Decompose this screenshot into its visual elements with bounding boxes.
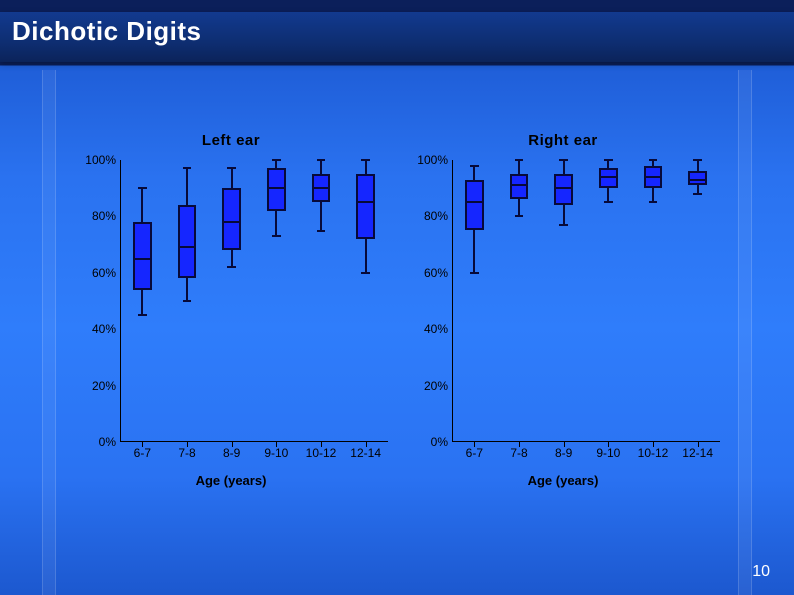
y-tick-label: 100% — [404, 153, 448, 167]
x-tick-label: 12-14 — [682, 446, 713, 460]
chart-panel-left: Left ear Age (years) 0%20%40%60%80%100%6… — [70, 150, 392, 490]
box — [599, 168, 618, 188]
whisker-cap-bottom — [138, 314, 147, 316]
y-tick-label: 80% — [404, 209, 448, 223]
x-axis-title-left: Age (years) — [70, 473, 392, 488]
whisker-cap-bottom — [649, 201, 658, 203]
plot-area-right — [452, 160, 720, 442]
median-line — [510, 184, 529, 186]
whisker-cap-bottom — [693, 193, 702, 195]
slide-number: 10 — [752, 563, 770, 581]
x-tick-label: 7-8 — [178, 446, 195, 460]
x-axis-spine — [452, 441, 720, 442]
y-tick-label: 20% — [72, 379, 116, 393]
x-tick-label: 8-9 — [555, 446, 572, 460]
whisker-cap-bottom — [183, 300, 192, 302]
median-line — [178, 246, 197, 248]
chart-title-left: Left ear — [70, 132, 392, 149]
whisker-cap-top — [559, 159, 568, 161]
x-tick-label: 8-9 — [223, 446, 240, 460]
median-line — [267, 187, 286, 189]
x-axis-title-right: Age (years) — [402, 473, 724, 488]
chart-title-right: Right ear — [402, 132, 724, 149]
x-tick-label: 6-7 — [466, 446, 483, 460]
box — [222, 188, 241, 250]
median-line — [133, 258, 152, 260]
median-line — [688, 179, 707, 181]
plot-area-left — [120, 160, 388, 442]
y-tick-label: 80% — [72, 209, 116, 223]
x-tick-label: 12-14 — [350, 446, 381, 460]
median-line — [312, 187, 331, 189]
box — [356, 174, 375, 239]
median-line — [222, 221, 241, 223]
whisker-cap-top — [470, 165, 479, 167]
charts-container: Left ear Age (years) 0%20%40%60%80%100%6… — [70, 150, 724, 490]
whisker-cap-bottom — [559, 224, 568, 226]
whisker-cap-bottom — [604, 201, 613, 203]
whisker-cap-bottom — [361, 272, 370, 274]
whisker-cap-top — [317, 159, 326, 161]
y-tick-label: 40% — [72, 322, 116, 336]
whisker-cap-bottom — [470, 272, 479, 274]
whisker-cap-bottom — [515, 215, 524, 217]
slide-title: Dichotic Digits — [12, 16, 202, 47]
whisker-cap-top — [515, 159, 524, 161]
whisker-cap-top — [361, 159, 370, 161]
x-tick-label: 7-8 — [510, 446, 527, 460]
y-tick-label: 20% — [404, 379, 448, 393]
box — [133, 222, 152, 290]
whisker-cap-bottom — [272, 235, 281, 237]
median-line — [465, 201, 484, 203]
y-axis-spine — [120, 160, 121, 442]
y-axis-spine — [452, 160, 453, 442]
box — [510, 174, 529, 199]
whisker-cap-top — [693, 159, 702, 161]
y-tick-label: 0% — [72, 435, 116, 449]
x-axis-spine — [120, 441, 388, 442]
median-line — [644, 176, 663, 178]
whisker-cap-bottom — [317, 230, 326, 232]
x-tick-label: 10-12 — [638, 446, 669, 460]
x-tick-label: 9-10 — [264, 446, 288, 460]
x-tick-label: 9-10 — [596, 446, 620, 460]
x-tick-label: 10-12 — [306, 446, 337, 460]
box — [267, 168, 286, 210]
y-tick-label: 100% — [72, 153, 116, 167]
whisker-cap-top — [649, 159, 658, 161]
y-tick-label: 0% — [404, 435, 448, 449]
y-tick-label: 60% — [404, 266, 448, 280]
whisker-cap-top — [604, 159, 613, 161]
x-tick-label: 6-7 — [134, 446, 151, 460]
whisker-cap-top — [183, 167, 192, 169]
y-tick-label: 60% — [72, 266, 116, 280]
slide-root: Dichotic Digits Left ear Age (years) 0% 2… — [0, 0, 794, 595]
median-line — [356, 201, 375, 203]
median-line — [599, 176, 618, 178]
box — [178, 205, 197, 278]
whisker-cap-top — [227, 167, 236, 169]
accent-strip-left — [42, 70, 56, 595]
box — [465, 180, 484, 231]
whisker-cap-top — [272, 159, 281, 161]
box — [554, 174, 573, 205]
accent-strip-right — [738, 70, 752, 595]
whisker-cap-top — [138, 187, 147, 189]
median-line — [554, 187, 573, 189]
chart-panel-right: Right ear Age (years) 0%20%40%60%80%100%… — [402, 150, 724, 490]
whisker-cap-bottom — [227, 266, 236, 268]
y-tick-label: 40% — [404, 322, 448, 336]
